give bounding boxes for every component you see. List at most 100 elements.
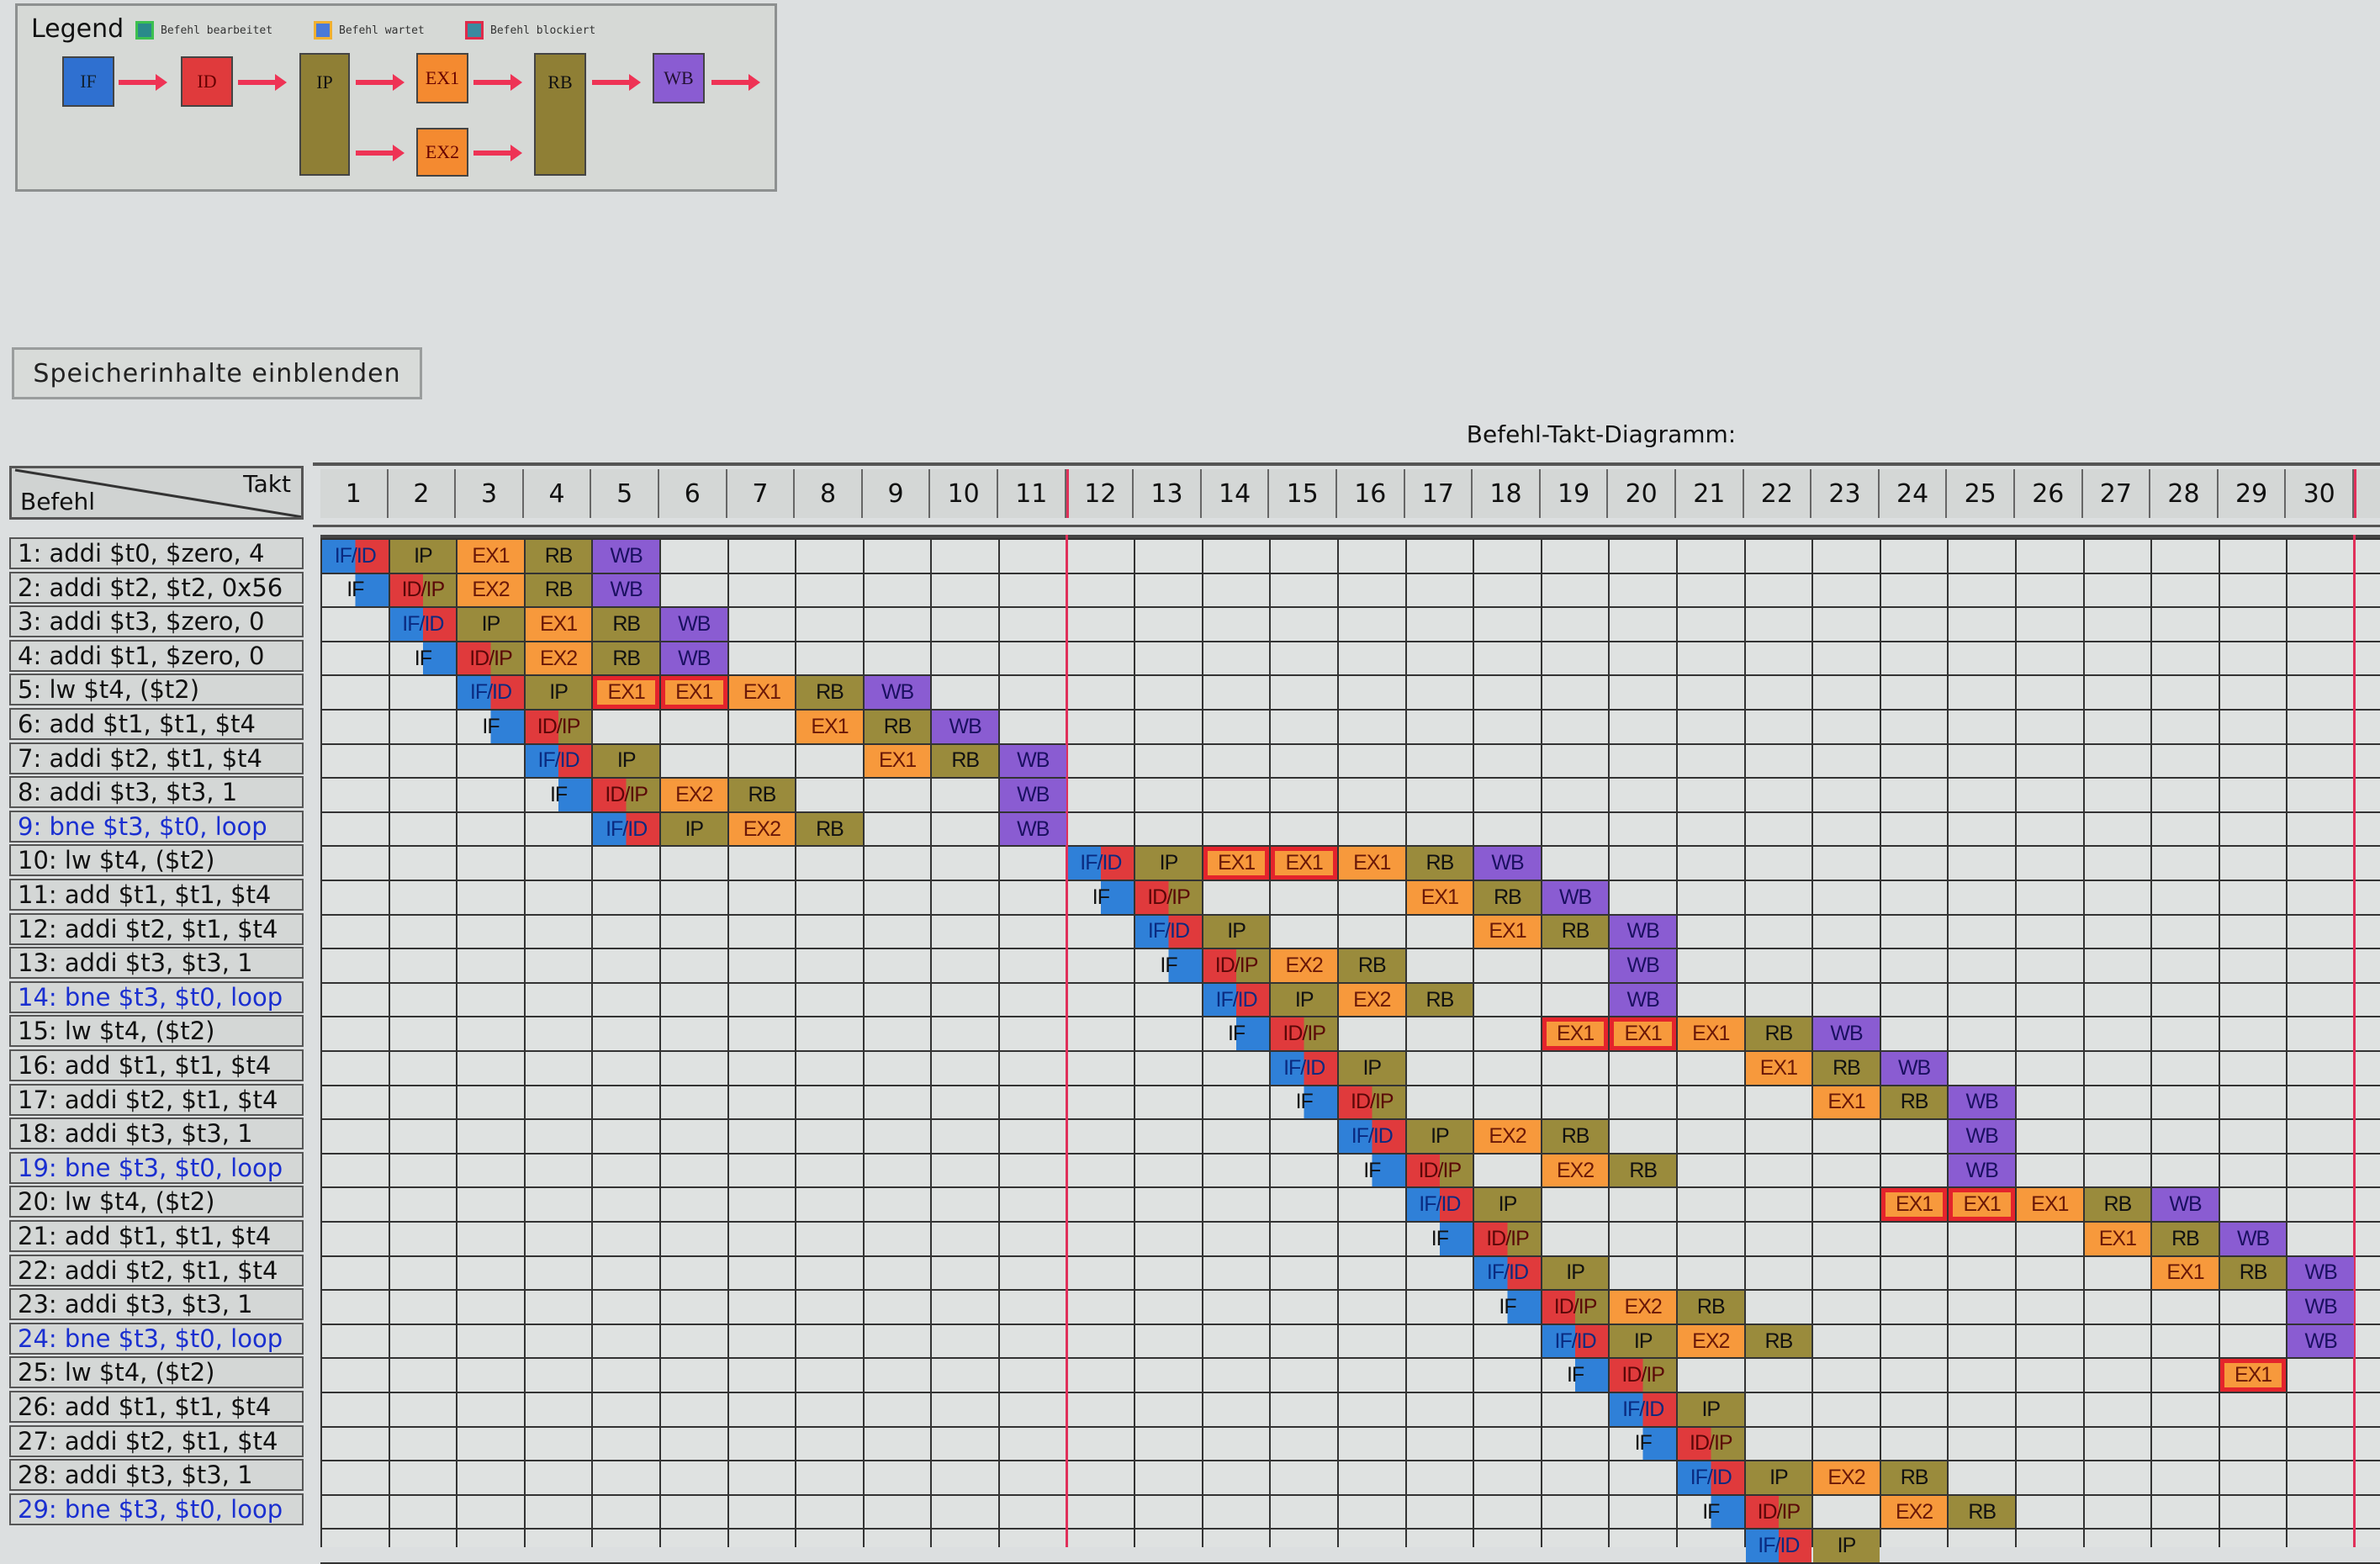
takt-header-cell: 18 [1473,469,1541,518]
stage-cell: WB [1880,1052,1948,1085]
instruction-label: 11: add $t1, $t1, $t4 [9,879,304,911]
stage-cell: EX2 [1339,983,1405,1017]
grid-line [727,538,729,1547]
arrow-right-icon [473,74,522,91]
grid-line [320,709,2380,711]
grid-line [1404,538,1407,1547]
cycle-marker-line [1065,535,1068,1547]
stage-cell: IP [525,676,592,709]
stage-cell: IF/ID [1542,1324,1609,1358]
instruction-label: 19: bne $t3, $t0, loop [9,1151,304,1184]
takt-header-cell: 16 [1337,469,1405,518]
stage-cell: EX1 [2152,1256,2219,1290]
grid-line [1337,538,1339,1547]
takt-header-cell: 22 [1743,469,1812,518]
takt-header-cell: 6 [659,469,727,518]
grid-line [320,1152,2380,1155]
stage-cell: IF/ID [1067,847,1134,880]
stage-cell: EX2 [1474,1120,1541,1153]
stage-cell: WB [593,540,659,573]
cycle-marker-line [2353,535,2356,1547]
grid-line [320,572,2380,574]
grid-line [1201,538,1203,1547]
stage-cell: IF/ID [1678,1461,1744,1494]
instruction-label: 17: addi $t2, $t1, $t4 [9,1083,304,1116]
stage-cell: WB [2287,1291,2354,1324]
stage-cell: WB [1000,812,1066,846]
stage-cell: WB [1000,744,1066,778]
grid-line [2150,538,2153,1547]
takt-header-cell: 3 [456,469,524,518]
stage-cell: RB [1610,1154,1676,1187]
diagram-title: Befehl-Takt-Diagramm: [1466,420,1737,448]
takt-header-cell: 17 [1404,469,1473,518]
stage-wb-block: WB [653,53,705,103]
legend-label: Befehl wartet [339,24,425,37]
stage-cell: IF/ID [1474,1256,1541,1290]
grid-line [2286,538,2288,1547]
grid-line [1473,538,1475,1547]
takt-header-cell: 28 [2150,469,2219,518]
legend-panel: Legend Befehl bearbeitet Befehl wartet B… [15,3,777,192]
show-memory-button[interactable]: Speicherinhalte einblenden [12,347,422,399]
stage-cell: ID/IP [1203,949,1270,982]
stage-cell: RB [1813,1052,1880,1085]
grid-line [1947,538,1949,1547]
stage-cell: ID/IP [1406,1154,1473,1187]
takt-header-cell: 15 [1269,469,1337,518]
stage-cell: WB [1542,881,1609,914]
stage-cell: EX1 [864,744,931,778]
table-corner-header: Takt Befehl [9,466,304,520]
red-swatch-icon [465,21,484,40]
grid-line [320,1460,2380,1462]
stage-cell: IF/ID [322,540,389,573]
stage-ex2-block: EX2 [416,128,468,177]
grid-line [320,777,2380,779]
takt-header-cell: 11 [998,469,1066,518]
takt-header-cell: 12 [1066,469,1134,518]
grid-line [2015,538,2017,1547]
stage-cell: EX1 [728,676,796,709]
stage-cell: IF/ID [1203,983,1270,1017]
instruction-label: 16: add $t1, $t1, $t4 [9,1049,304,1081]
grid-line [320,811,2380,813]
grid-line [320,1255,2380,1257]
stage-cell: IF/ID [1135,915,1202,948]
takt-header-cell: 25 [1947,469,2015,518]
stage-cell: EX2 [1678,1324,1744,1358]
stage-cell: IP [1406,1120,1473,1153]
stage-cell: EX1 [1339,847,1405,880]
stage-cell: ID/IP [525,711,592,743]
stage-cell: RB [1880,1461,1948,1494]
stage-cell: ID/IP [1745,1495,1812,1529]
stage-cell: IF/ID [389,608,457,641]
stalled-stage-cell: EX1 [1949,1188,2015,1221]
stage-cell: WB [1949,1120,2015,1153]
stage-cell: EX1 [1813,1086,1880,1119]
stage-cell: IF/ID [593,812,659,846]
stage-cell: IP [389,540,457,573]
stage-cell: ID/IP [1678,1427,1744,1461]
arrow-right-icon [238,74,287,91]
grid-line [998,538,1000,1547]
stage-cell: IF [1067,881,1134,914]
grid-line [320,913,2380,916]
grid-line [320,742,2380,745]
grid-line [320,538,322,1547]
stage-cell: RB [1474,881,1541,914]
stage-cell: IF [525,779,592,811]
grid-line [320,1392,2380,1393]
stage-cell: WB [1610,915,1676,948]
stage-cell: IF [1271,1086,1337,1119]
grid-line [320,981,2380,984]
grid-line [388,538,390,1547]
stage-cell: ID/IP [1542,1291,1609,1324]
takt-header-cell: 23 [1811,469,1880,518]
stage-cell: WB [593,573,659,607]
arrow-right-icon [356,145,405,161]
stage-cell: EX2 [661,779,727,811]
takt-header-cell: 5 [591,469,659,518]
stage-ex1-block: EX1 [416,53,468,103]
diagonal-divider [14,468,301,517]
arrow-right-icon [356,74,405,91]
